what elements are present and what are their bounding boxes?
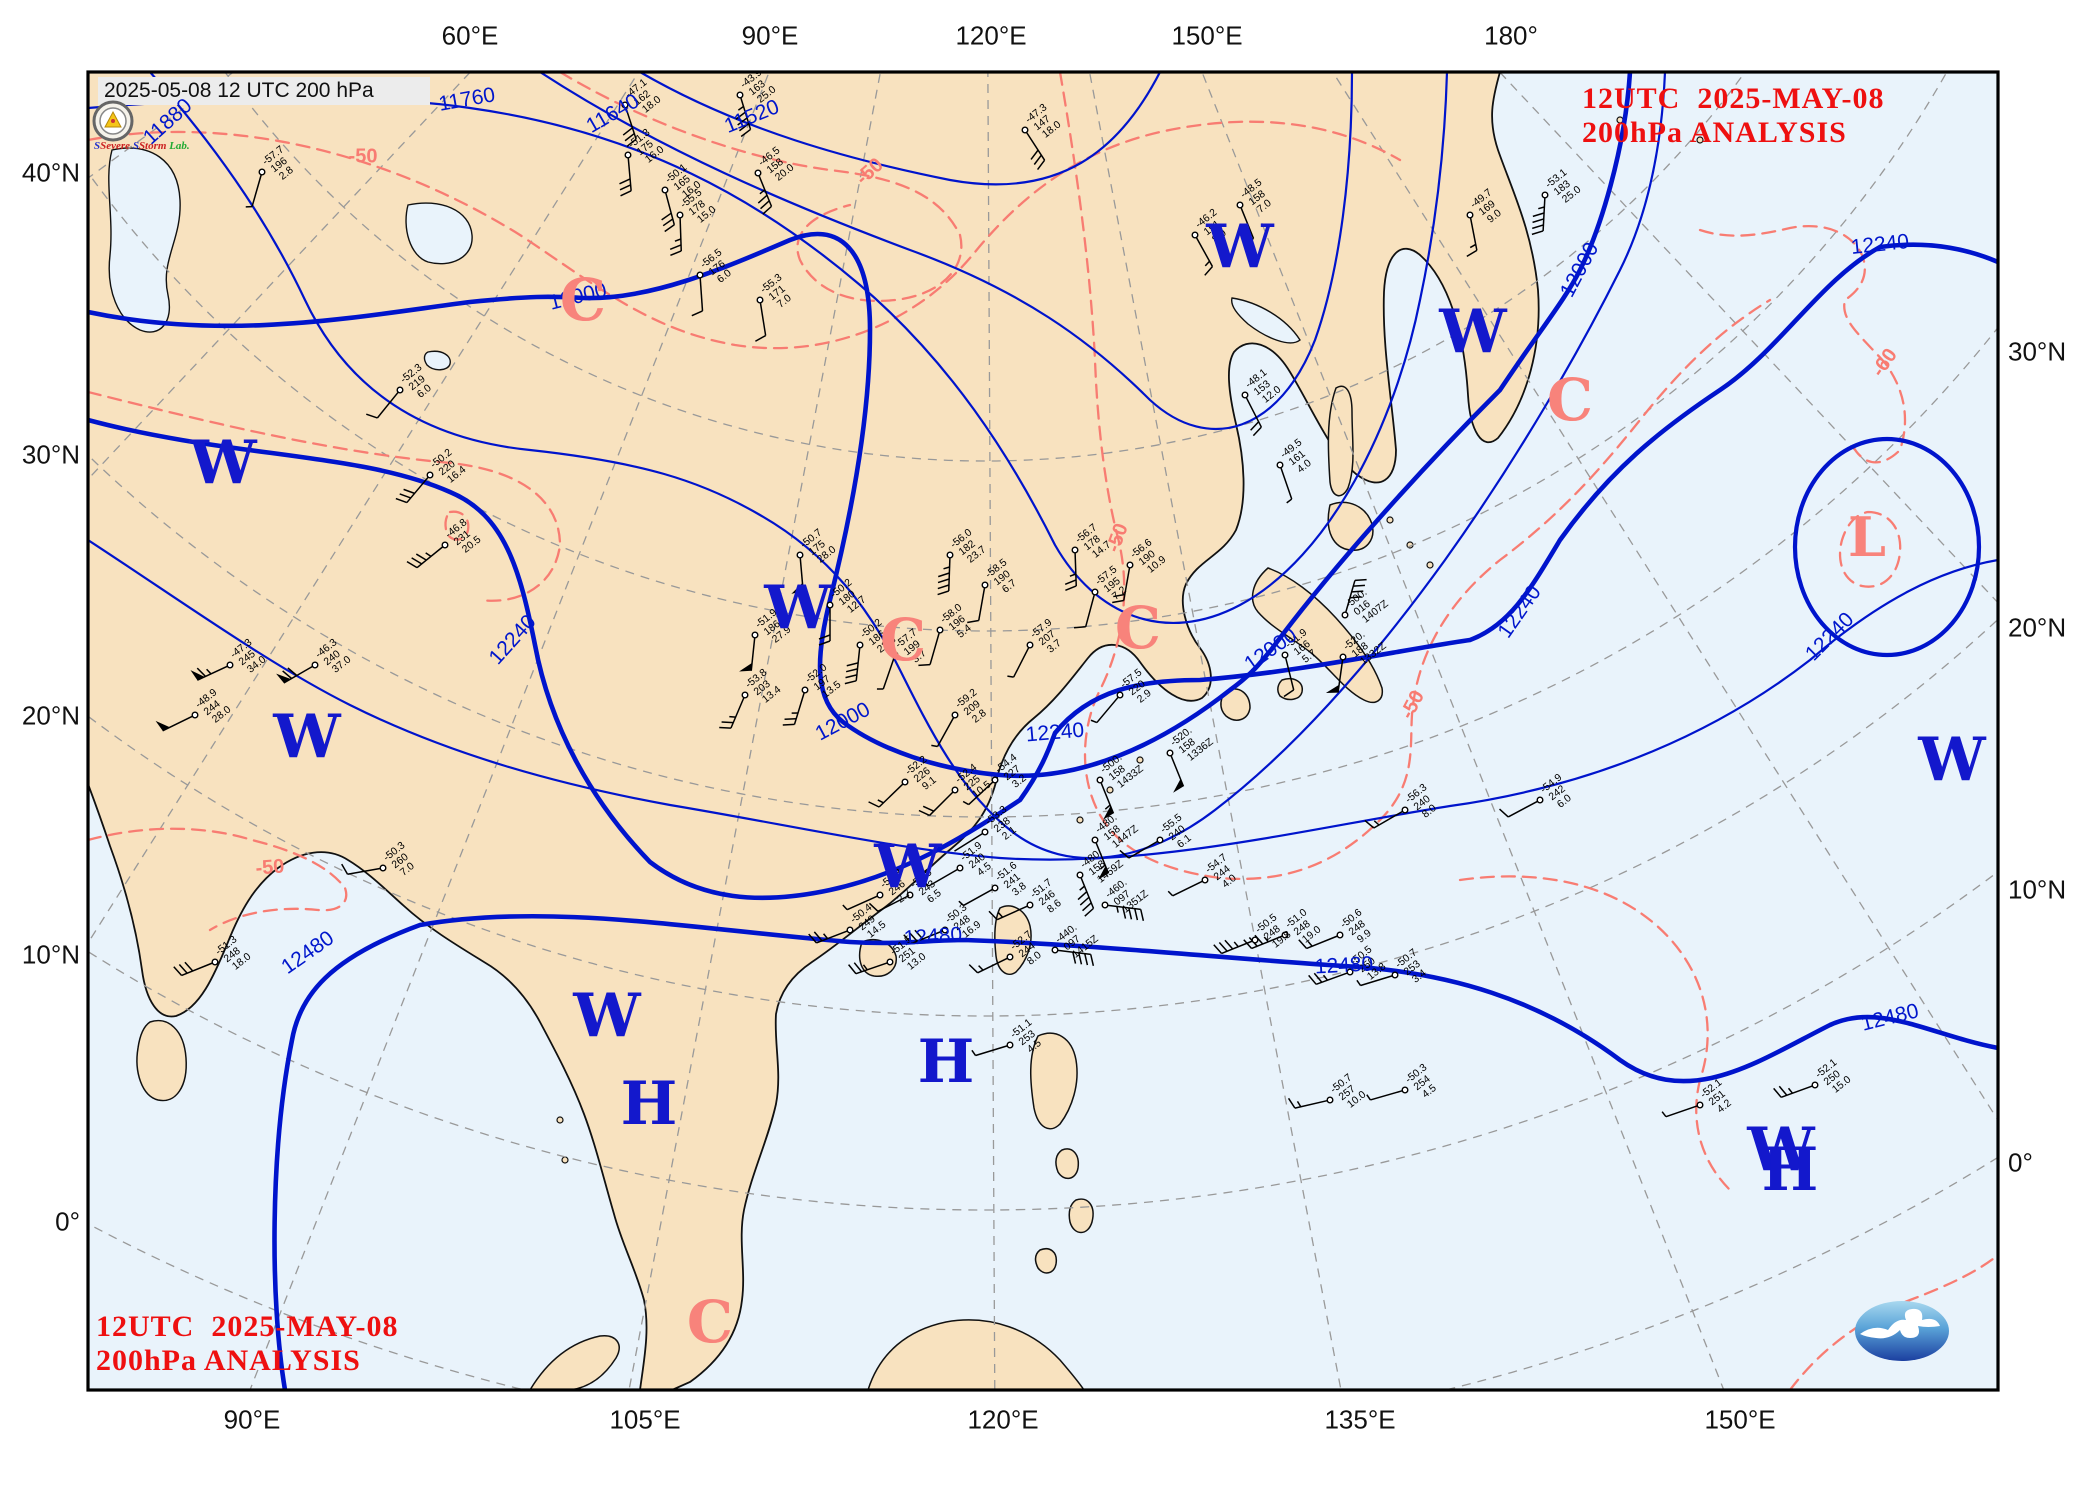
station-plots: -57.71962.8-52.32196.0-50.222016.4-46.82… [155,72,1853,1118]
map-frame [86,70,2000,1392]
